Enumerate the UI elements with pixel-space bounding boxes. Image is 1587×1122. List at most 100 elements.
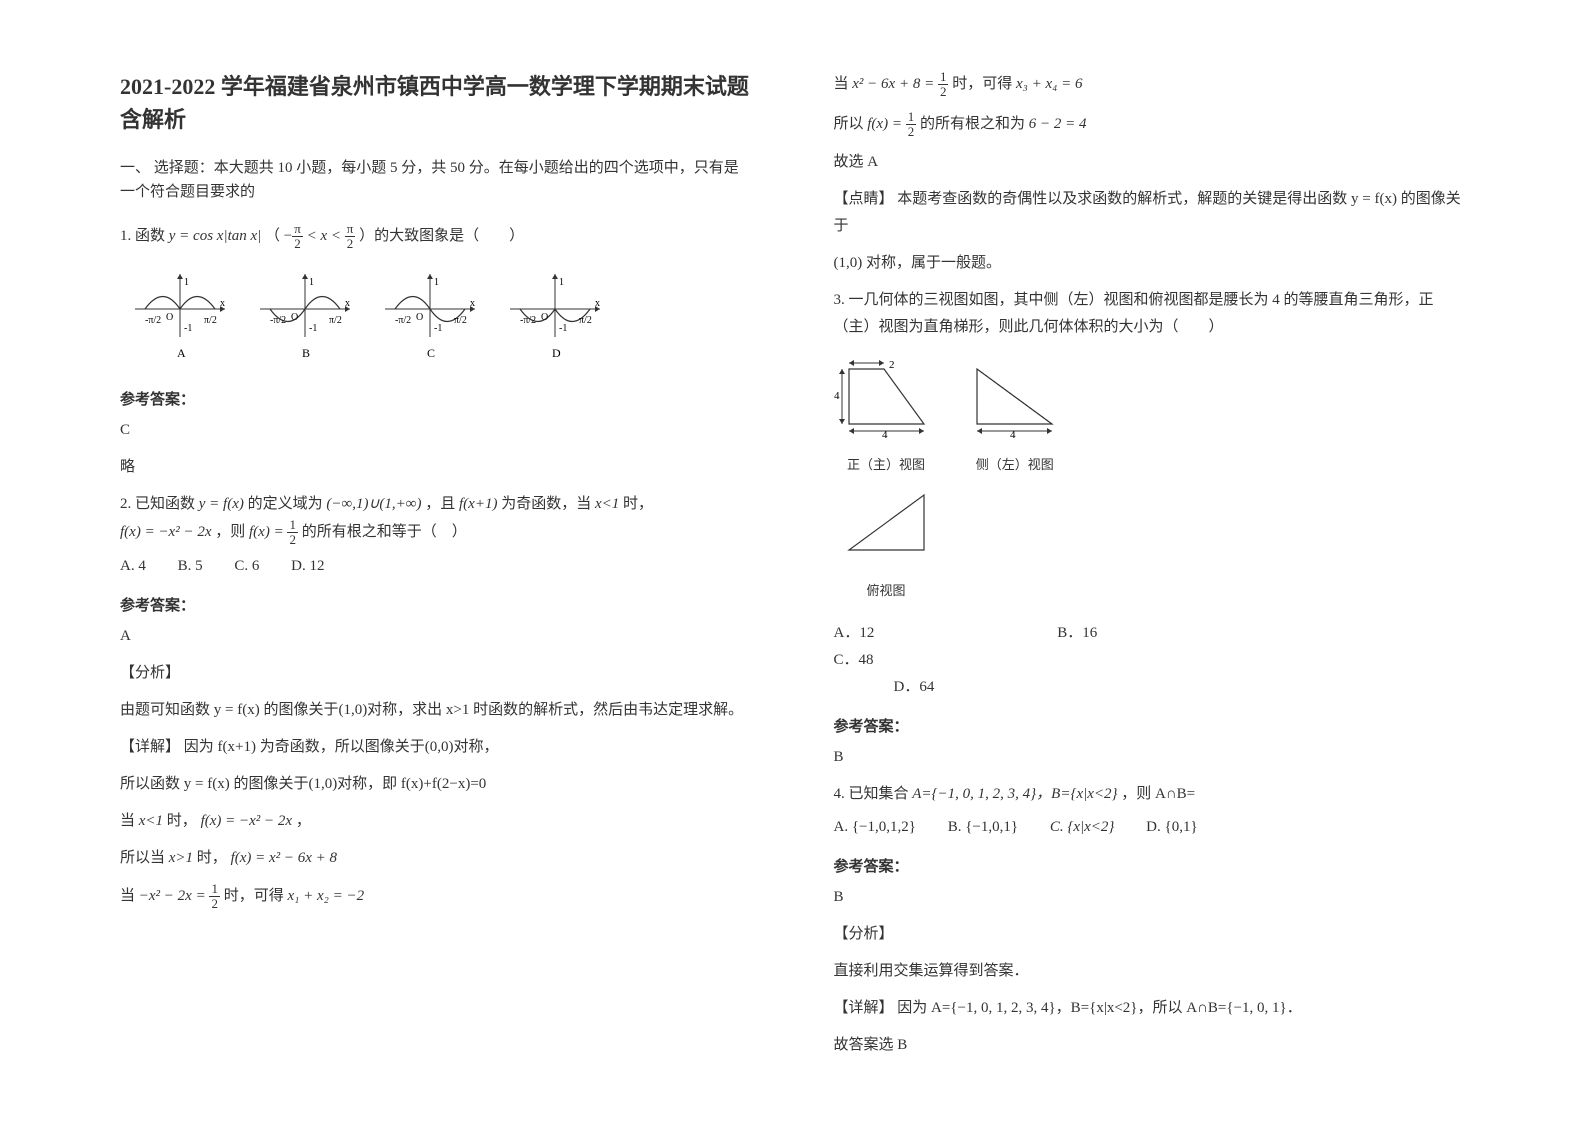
c2-eq1f1: x² − 6x + 8 =: [852, 76, 938, 92]
svg-text:-π/2: -π/2: [520, 315, 536, 326]
svg-text:π/2: π/2: [454, 315, 467, 326]
q4-analysis-label: 【分析】: [834, 921, 1468, 948]
section-instruction: 一、 选择题：本大题共 10 小题，每小题 5 分，共 50 分。在每小题给出的…: [120, 156, 754, 204]
q2-s5: 时，: [623, 496, 653, 512]
svg-text:π/2: π/2: [329, 315, 342, 326]
q2-detail2: 所以函数 y = f(x) 的图像关于(1,0)对称，即 f(x)+f(2−x)…: [120, 771, 754, 798]
q3-v3-label: 俯视图: [834, 579, 939, 602]
q3-stem: 一几何体的三视图如图，其中侧（左）视图和俯视图都是腰长为 4 的等腰直角三角形，…: [834, 292, 1434, 335]
c2-conclude: 故选 A: [834, 149, 1468, 176]
q4-opt-a: A. {−1,0,1,2}: [834, 814, 916, 841]
q2-f1: y = f(x): [199, 496, 244, 512]
q1-frac-den: 2: [292, 237, 303, 251]
svg-text:4: 4: [834, 390, 840, 402]
q2-d3p1: 当: [120, 813, 135, 829]
svg-text:-1: -1: [309, 323, 317, 334]
q2-s4: 为奇函数，当: [501, 496, 591, 512]
svg-text:1: 1: [559, 277, 564, 288]
c2-eq1p1: 当: [834, 76, 849, 92]
svg-text:1: 1: [309, 277, 314, 288]
q4-analysis: 直接利用交集运算得到答案．: [834, 958, 1468, 985]
q3-views: 4 4 2 正（主）视图: [834, 355, 1468, 606]
q2-d3f2: f(x) = −x² − 2x: [201, 813, 293, 829]
q3-front-view: 4 4 2: [834, 359, 939, 439]
svg-text:-1: -1: [559, 323, 567, 334]
c2-fd: 2: [938, 85, 949, 99]
q4-opt-d: D. {0,1}: [1146, 814, 1197, 841]
c2-eq1f2: x₃ + x₄ = 6: [1016, 76, 1083, 92]
svg-text:x: x: [345, 298, 350, 309]
q2-opt-a: A. 4: [120, 553, 146, 580]
q3-answer-label: 参考答案：: [834, 715, 1468, 736]
c2-fn2: 1: [906, 110, 917, 125]
q1-axis-svg: -π/2 π/2 1 -1 O x A: [120, 264, 620, 364]
question-4: 4. 已知集合 A={−1, 0, 1, 2, 3, 4}，B={x|x<2} …: [834, 781, 1468, 841]
q3-side-view: 4: [962, 359, 1067, 439]
c2-eq2f2: 6 − 2 = 4: [1029, 116, 1087, 132]
c2-fn: 1: [938, 70, 949, 85]
q3-v1-label: 正（主）视图: [834, 453, 939, 476]
q2-l2t2: 的所有根之和等于（ ）: [302, 524, 467, 540]
q2-opt-d: D. 12: [291, 553, 324, 580]
c2-eq1p2: 时，可得: [952, 76, 1012, 92]
q2-d5f1: −x² − 2x =: [139, 888, 210, 904]
svg-text:x: x: [470, 298, 475, 309]
q1-graphs: -π/2 π/2 1 -1 O x A: [120, 264, 754, 374]
c2-eq2p2: 的所有根之和为: [920, 116, 1025, 132]
c2-fd2: 2: [906, 125, 917, 139]
q2-answer-label: 参考答案：: [120, 594, 754, 615]
q1-range-prefix: −: [284, 228, 292, 244]
q4-conclude: 故答案选 B: [834, 1032, 1468, 1059]
q2-d3f1: x<1: [139, 813, 163, 829]
c2-point: 本题考查函数的奇偶性以及求函数的解析式，解题的关键是得出函数 y = f(x) …: [834, 191, 1461, 234]
q2-fn: 1: [287, 518, 298, 533]
question-2: 2. 已知函数 y = f(x) 的定义域为 (−∞,1)∪(1,+∞) ，且 …: [120, 491, 754, 581]
q3-top-view: [834, 485, 939, 565]
svg-text:1: 1: [434, 277, 439, 288]
q2-s1: 已知函数: [135, 496, 195, 512]
q1-answer-note: 略: [120, 454, 754, 481]
q2-d3p2: 时，: [167, 813, 197, 829]
svg-text:-π/2: -π/2: [145, 315, 161, 326]
q2-s2: 的定义域为: [248, 496, 323, 512]
q2-opt-b: B. 5: [178, 553, 203, 580]
q2-d5p2: 时，可得: [224, 888, 284, 904]
svg-text:O: O: [291, 312, 298, 323]
svg-text:x: x: [220, 298, 225, 309]
q4-s1: 已知集合: [849, 786, 909, 802]
q2-opt-c: C. 6: [234, 553, 259, 580]
svg-text:-1: -1: [434, 323, 442, 334]
q2-d5f2: x₁ + x₂ = −2: [287, 888, 364, 904]
svg-text:-1: -1: [184, 323, 192, 334]
q2-l2f1: f(x) = −x² − 2x: [120, 524, 212, 540]
q4-detail-label: 【详解】: [834, 1000, 894, 1016]
q4-num: 4.: [834, 786, 845, 802]
svg-text:A: A: [177, 346, 186, 360]
page-title: 2021-2022 学年福建省泉州市镇西中学高一数学理下学期期末试题含解析: [120, 70, 754, 136]
q4-s2: ，则 A∩B=: [1121, 786, 1195, 802]
q2-f4: x<1: [595, 496, 619, 512]
question-3: 3. 一几何体的三视图如图，其中侧（左）视图和俯视图都是腰长为 4 的等腰直角三…: [834, 287, 1468, 701]
svg-text:O: O: [416, 312, 423, 323]
svg-text:1: 1: [184, 277, 189, 288]
svg-text:π/2: π/2: [579, 315, 592, 326]
svg-text:-π/2: -π/2: [270, 315, 286, 326]
svg-text:D: D: [552, 346, 561, 360]
q4-answer: B: [834, 884, 1468, 911]
q3-opt-b: B．16: [1057, 620, 1277, 647]
q1-frac-den2: 2: [345, 237, 356, 251]
svg-text:π/2: π/2: [204, 315, 217, 326]
q1-paren-open: （: [265, 228, 280, 244]
q2-fn2: 1: [209, 882, 220, 897]
q1-frac-num: π: [292, 222, 303, 237]
q3-v2-label: 侧（左）视图: [962, 453, 1067, 476]
svg-text:4: 4: [1010, 429, 1016, 439]
q1-range-mid: < x <: [307, 228, 345, 244]
q3-opt-c: C．48: [834, 647, 1054, 674]
q2-num: 2.: [120, 496, 131, 512]
svg-text:O: O: [541, 312, 548, 323]
svg-text:2: 2: [889, 359, 895, 371]
q2-d4p2: 时，: [197, 850, 227, 866]
q1-paren-close: ）的大致图象是（ ）: [359, 228, 524, 244]
q2-detail-label: 【详解】: [120, 739, 180, 755]
